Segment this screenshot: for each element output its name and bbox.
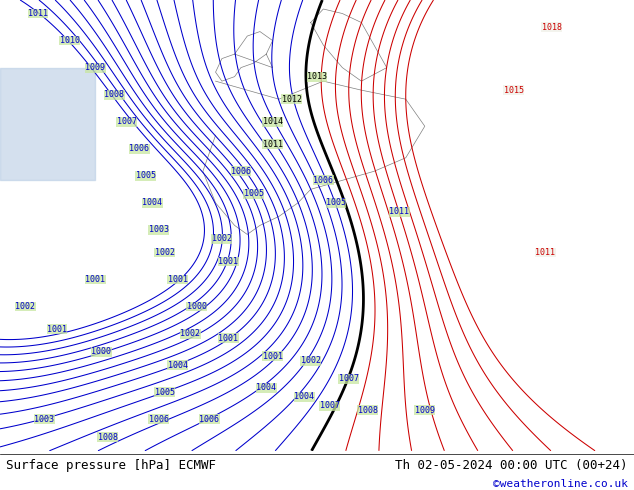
- Text: 1005: 1005: [136, 172, 156, 180]
- Text: 1002: 1002: [155, 248, 175, 257]
- Text: 1001: 1001: [167, 275, 188, 284]
- Text: 1012: 1012: [281, 95, 302, 104]
- Text: 1004: 1004: [167, 361, 188, 369]
- Text: 1011: 1011: [28, 9, 48, 18]
- Text: 1002: 1002: [180, 329, 200, 338]
- Text: 1004: 1004: [256, 383, 276, 392]
- Text: Th 02-05-2024 00:00 UTC (00+24): Th 02-05-2024 00:00 UTC (00+24): [395, 459, 628, 471]
- Text: 1013: 1013: [307, 72, 327, 81]
- Text: 1006: 1006: [313, 176, 333, 185]
- Text: 1003: 1003: [148, 225, 169, 234]
- Text: 1008: 1008: [104, 90, 124, 99]
- Text: 1006: 1006: [148, 415, 169, 424]
- Text: 1011: 1011: [262, 140, 283, 149]
- Text: 1006: 1006: [199, 415, 219, 424]
- Text: 1010: 1010: [60, 36, 80, 45]
- Text: 1007: 1007: [320, 401, 340, 410]
- Text: 1001: 1001: [218, 334, 238, 343]
- Text: 1006: 1006: [231, 167, 251, 176]
- Text: 1007: 1007: [117, 117, 137, 126]
- Text: 1011: 1011: [535, 248, 555, 257]
- Text: 1005: 1005: [155, 388, 175, 397]
- Text: 1005: 1005: [243, 189, 264, 198]
- Text: 1001: 1001: [262, 352, 283, 361]
- Text: 1015: 1015: [503, 86, 524, 95]
- Text: 1009: 1009: [415, 406, 435, 415]
- Text: 1008: 1008: [98, 433, 118, 442]
- Text: ©weatheronline.co.uk: ©weatheronline.co.uk: [493, 480, 628, 490]
- Text: 1008: 1008: [358, 406, 378, 415]
- Text: 1000: 1000: [186, 302, 207, 311]
- Text: 1004: 1004: [142, 198, 162, 207]
- Text: 1014: 1014: [262, 117, 283, 126]
- Text: 1018: 1018: [541, 23, 562, 31]
- Text: 1006: 1006: [129, 144, 150, 153]
- Text: 1007: 1007: [339, 374, 359, 383]
- Text: 1000: 1000: [91, 347, 112, 356]
- Text: 1004: 1004: [294, 392, 314, 401]
- Text: 1001: 1001: [47, 324, 67, 334]
- Text: 1002: 1002: [212, 234, 232, 244]
- Text: 1009: 1009: [85, 63, 105, 72]
- Text: Surface pressure [hPa] ECMWF: Surface pressure [hPa] ECMWF: [6, 459, 216, 471]
- Text: 1011: 1011: [389, 207, 410, 217]
- Text: 1002: 1002: [301, 356, 321, 365]
- Text: 1001: 1001: [85, 275, 105, 284]
- Text: 1001: 1001: [218, 257, 238, 266]
- Text: 1002: 1002: [15, 302, 36, 311]
- Text: 1003: 1003: [34, 415, 55, 424]
- Text: 1005: 1005: [326, 198, 346, 207]
